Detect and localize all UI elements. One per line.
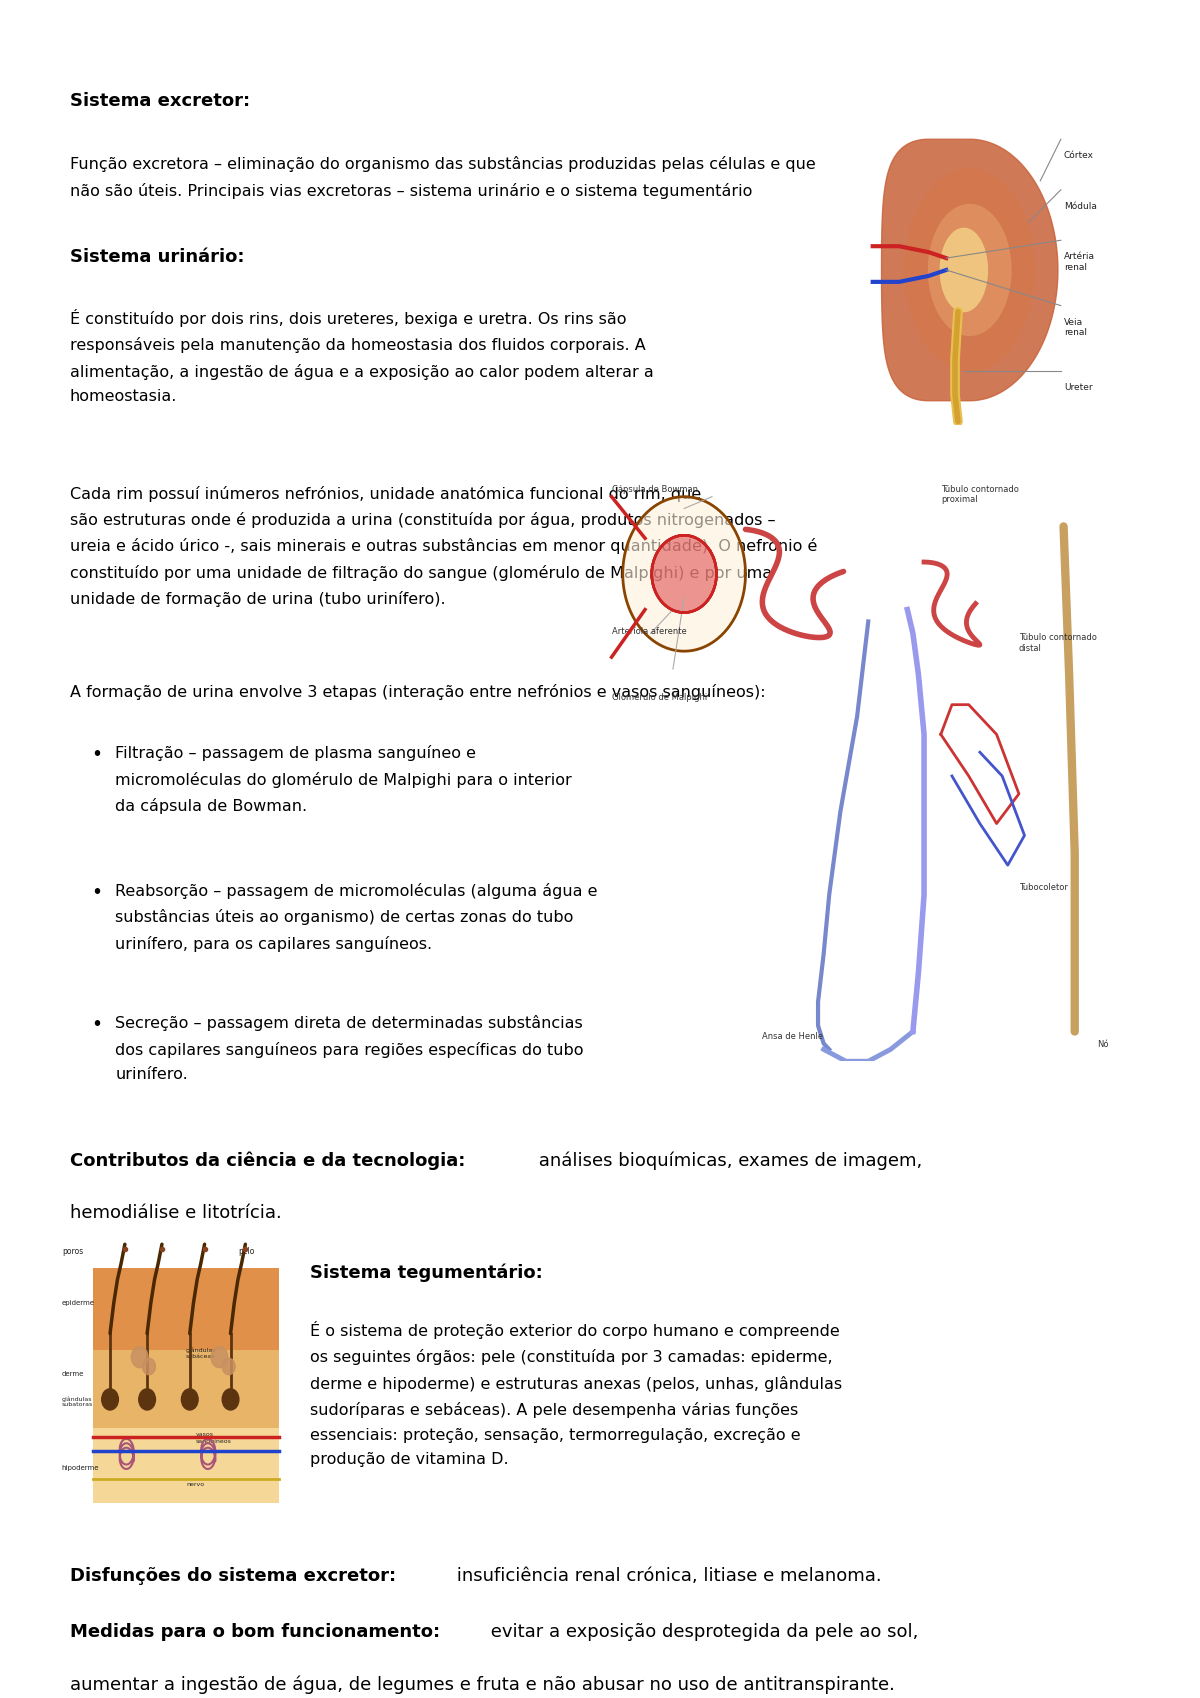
Circle shape [143, 1358, 156, 1375]
Text: Contributos da ciência e da tecnologia:: Contributos da ciência e da tecnologia: [70, 1151, 464, 1170]
Circle shape [211, 1347, 228, 1367]
Text: análises bioquímicas, exames de imagem,: análises bioquímicas, exames de imagem, [533, 1151, 922, 1170]
Text: Função excretora – eliminação do organismo das substâncias produzidas pelas célu: Função excretora – eliminação do organis… [70, 156, 815, 199]
Text: Nó: Nó [1097, 1041, 1109, 1049]
Text: Módula: Módula [1064, 202, 1097, 211]
Text: Sistema tegumentário:: Sistema tegumentário: [310, 1263, 542, 1282]
Text: Túbulo contornado
proximal: Túbulo contornado proximal [941, 486, 1019, 504]
Text: evitar a exposição desprotegida da pele ao sol,: evitar a exposição desprotegida da pele … [485, 1623, 918, 1642]
Text: glândulas
sebáceas: glândulas sebáceas [186, 1348, 216, 1358]
Text: nervo: nervo [186, 1482, 204, 1486]
Text: Cada rim possuí inúmeros nefrónios, unidade anatómica funcional do rim, que
são : Cada rim possuí inúmeros nefrónios, unid… [70, 486, 817, 608]
Text: A formação de urina envolve 3 etapas (interação entre nefrónios e vasos sanguíne: A formação de urina envolve 3 etapas (in… [70, 684, 766, 700]
Text: Cápsula de Bowman: Cápsula de Bowman [612, 486, 697, 494]
Text: •: • [91, 1015, 102, 1034]
Text: Glomérulo de Malpighi: Glomérulo de Malpighi [612, 693, 707, 703]
Text: Disfunções do sistema excretor:: Disfunções do sistema excretor: [70, 1567, 396, 1586]
Circle shape [222, 1389, 239, 1409]
Circle shape [131, 1347, 148, 1367]
Text: Veia
renal: Veia renal [1064, 318, 1087, 336]
Polygon shape [652, 535, 716, 613]
Circle shape [222, 1358, 235, 1375]
Polygon shape [94, 1428, 278, 1503]
Text: epiderme: epiderme [62, 1301, 95, 1306]
Text: insuficiência renal crónica, litiase e melanoma.: insuficiência renal crónica, litiase e m… [451, 1567, 882, 1586]
Text: aumentar a ingestão de água, de legumes e fruta e não abusar no uso de antitrans: aumentar a ingestão de água, de legumes … [70, 1676, 894, 1695]
Text: •: • [91, 745, 102, 764]
Polygon shape [941, 229, 988, 311]
Circle shape [139, 1389, 156, 1409]
Text: poros: poros [62, 1246, 83, 1257]
Polygon shape [905, 170, 1034, 370]
Text: Artéria
renal: Artéria renal [1064, 253, 1094, 272]
Text: Sistema excretor:: Sistema excretor: [70, 92, 250, 110]
Text: derme: derme [62, 1370, 84, 1377]
Text: Medidas para o bom funcionamento:: Medidas para o bom funcionamento: [70, 1623, 439, 1642]
Text: Sistema urinário:: Sistema urinário: [70, 248, 244, 267]
Text: pelo: pelo [238, 1246, 254, 1257]
Polygon shape [94, 1268, 278, 1350]
Polygon shape [929, 205, 1010, 335]
Text: Ureter: Ureter [1064, 384, 1092, 392]
Text: •: • [91, 883, 102, 902]
Text: Córtex: Córtex [1064, 151, 1094, 160]
Text: Filtração – passagem de plasma sanguíneo e
micromoléculas do glomérulo de Malpig: Filtração – passagem de plasma sanguíneo… [115, 745, 572, 815]
Text: É constituído por dois rins, dois ureteres, bexiga e uretra. Os rins são
respons: É constituído por dois rins, dois ureter… [70, 309, 653, 404]
Text: Secreção – passagem direta de determinadas substâncias
dos capilares sanguíneos : Secreção – passagem direta de determinad… [115, 1015, 583, 1082]
Text: hipoderme: hipoderme [62, 1465, 100, 1470]
Text: Reabsorção – passagem de micromoléculas (alguma água e
substâncias úteis ao orga: Reabsorção – passagem de micromoléculas … [115, 883, 598, 953]
Text: hemodiálise e litotrícia.: hemodiálise e litotrícia. [70, 1204, 281, 1223]
Polygon shape [882, 139, 1058, 401]
Text: Ansa de Henle: Ansa de Henle [762, 1031, 823, 1041]
Text: vasos
sanguíneos: vasos sanguíneos [196, 1433, 232, 1443]
Text: Arteríola aferente: Arteríola aferente [612, 628, 686, 637]
Polygon shape [94, 1350, 278, 1428]
Circle shape [181, 1389, 198, 1409]
Polygon shape [623, 498, 745, 650]
Circle shape [102, 1389, 119, 1409]
Text: Tubocoletor: Tubocoletor [1019, 883, 1068, 891]
Text: É o sistema de proteção exterior do corpo humano e compreende
os seguintes órgão: É o sistema de proteção exterior do corp… [310, 1321, 841, 1467]
Text: Túbulo contornado
distal: Túbulo contornado distal [1019, 633, 1097, 652]
Text: glândulas
subatoras: glândulas subatoras [62, 1396, 94, 1408]
